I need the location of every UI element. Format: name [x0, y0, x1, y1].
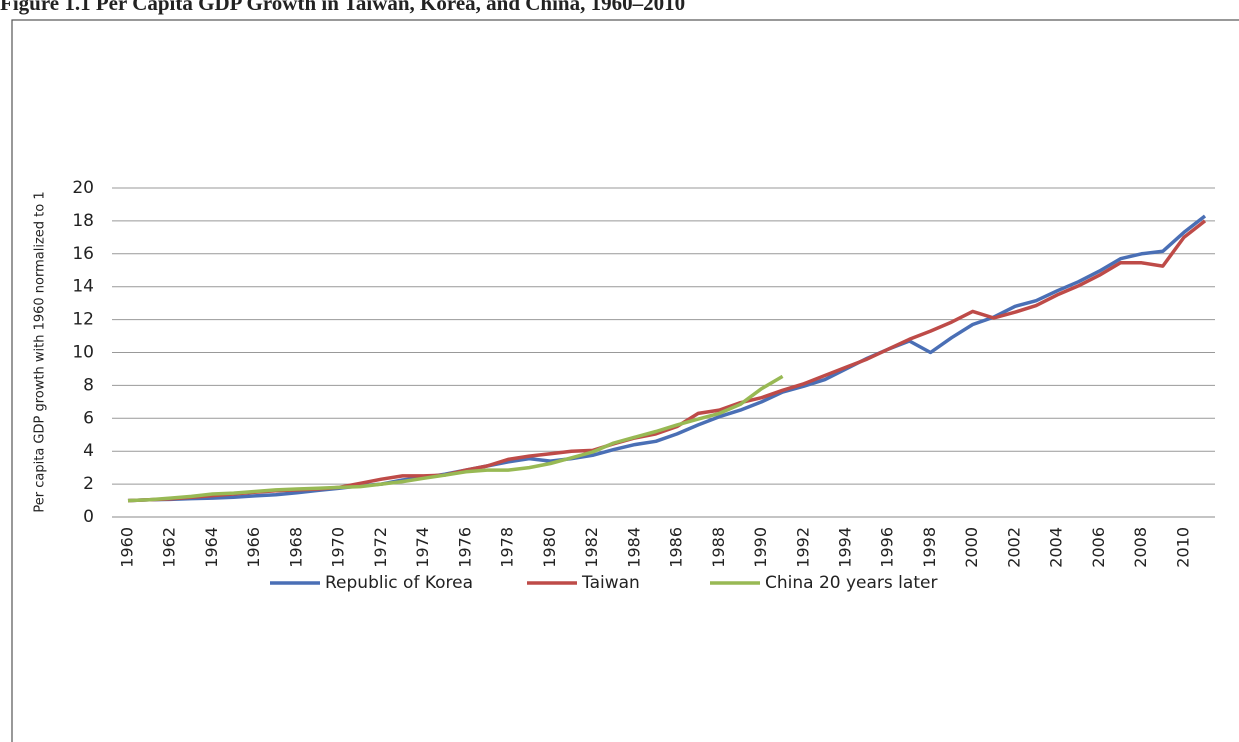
x-tick-label: 1996	[878, 527, 897, 568]
x-tick-label: 1988	[709, 527, 728, 568]
x-tick-label: 1986	[667, 527, 686, 568]
legend-label: Republic of Korea	[325, 573, 473, 593]
y-tick-label: 6	[83, 408, 94, 428]
y-tick-label: 18	[72, 211, 94, 231]
x-tick-label: 1966	[244, 527, 263, 568]
y-tick-label: 14	[72, 277, 94, 297]
x-tick-label: 1974	[413, 527, 432, 568]
y-tick-label: 20	[72, 178, 94, 198]
legend-label: Taiwan	[581, 573, 640, 593]
x-tick-label: 1984	[624, 527, 643, 568]
x-tick-label: 2008	[1131, 527, 1150, 568]
x-tick-label: 2004	[1047, 527, 1066, 568]
x-tick-label: 1982	[582, 527, 601, 568]
x-tick-label: 1972	[371, 527, 390, 568]
y-tick-label: 2	[83, 474, 94, 494]
series-line	[127, 219, 1207, 503]
frame	[11, 19, 1239, 742]
y-tick-label: 0	[83, 507, 94, 527]
x-tick-label: 1976	[455, 527, 474, 568]
y-axis-label: Per capita GDP growth with 1960 normaliz…	[33, 191, 48, 512]
series-line	[127, 374, 784, 503]
x-tick-label: 1960	[118, 527, 137, 568]
y-tick-label: 8	[83, 375, 94, 395]
x-tick-label: 1998	[920, 527, 939, 568]
chart-title: Figure 1.1 Per Capita GDP Growth in Taiw…	[0, 0, 685, 15]
x-tick-label: 1980	[540, 527, 559, 568]
x-tick-label: 2002	[1004, 527, 1023, 568]
x-tick-label: 2006	[1089, 527, 1108, 568]
series-line	[127, 214, 1207, 503]
y-tick-label: 10	[72, 343, 94, 363]
x-tick-label: 1962	[160, 527, 179, 568]
y-tick-label: 16	[72, 244, 94, 264]
x-tick-label: 1970	[329, 527, 348, 568]
x-tick-label: 1990	[751, 527, 770, 568]
x-tick-label: 2000	[962, 527, 981, 568]
x-tick-label: 1978	[498, 527, 517, 568]
x-tick-label: 2010	[1173, 527, 1192, 568]
y-tick-label: 12	[72, 310, 94, 330]
x-tick-label: 1964	[202, 527, 221, 568]
legend-label: China 20 years later	[765, 573, 937, 593]
x-tick-label: 1994	[836, 527, 855, 568]
x-tick-label: 1968	[286, 527, 305, 568]
x-tick-label: 1992	[793, 527, 812, 568]
y-tick-label: 4	[83, 441, 94, 461]
